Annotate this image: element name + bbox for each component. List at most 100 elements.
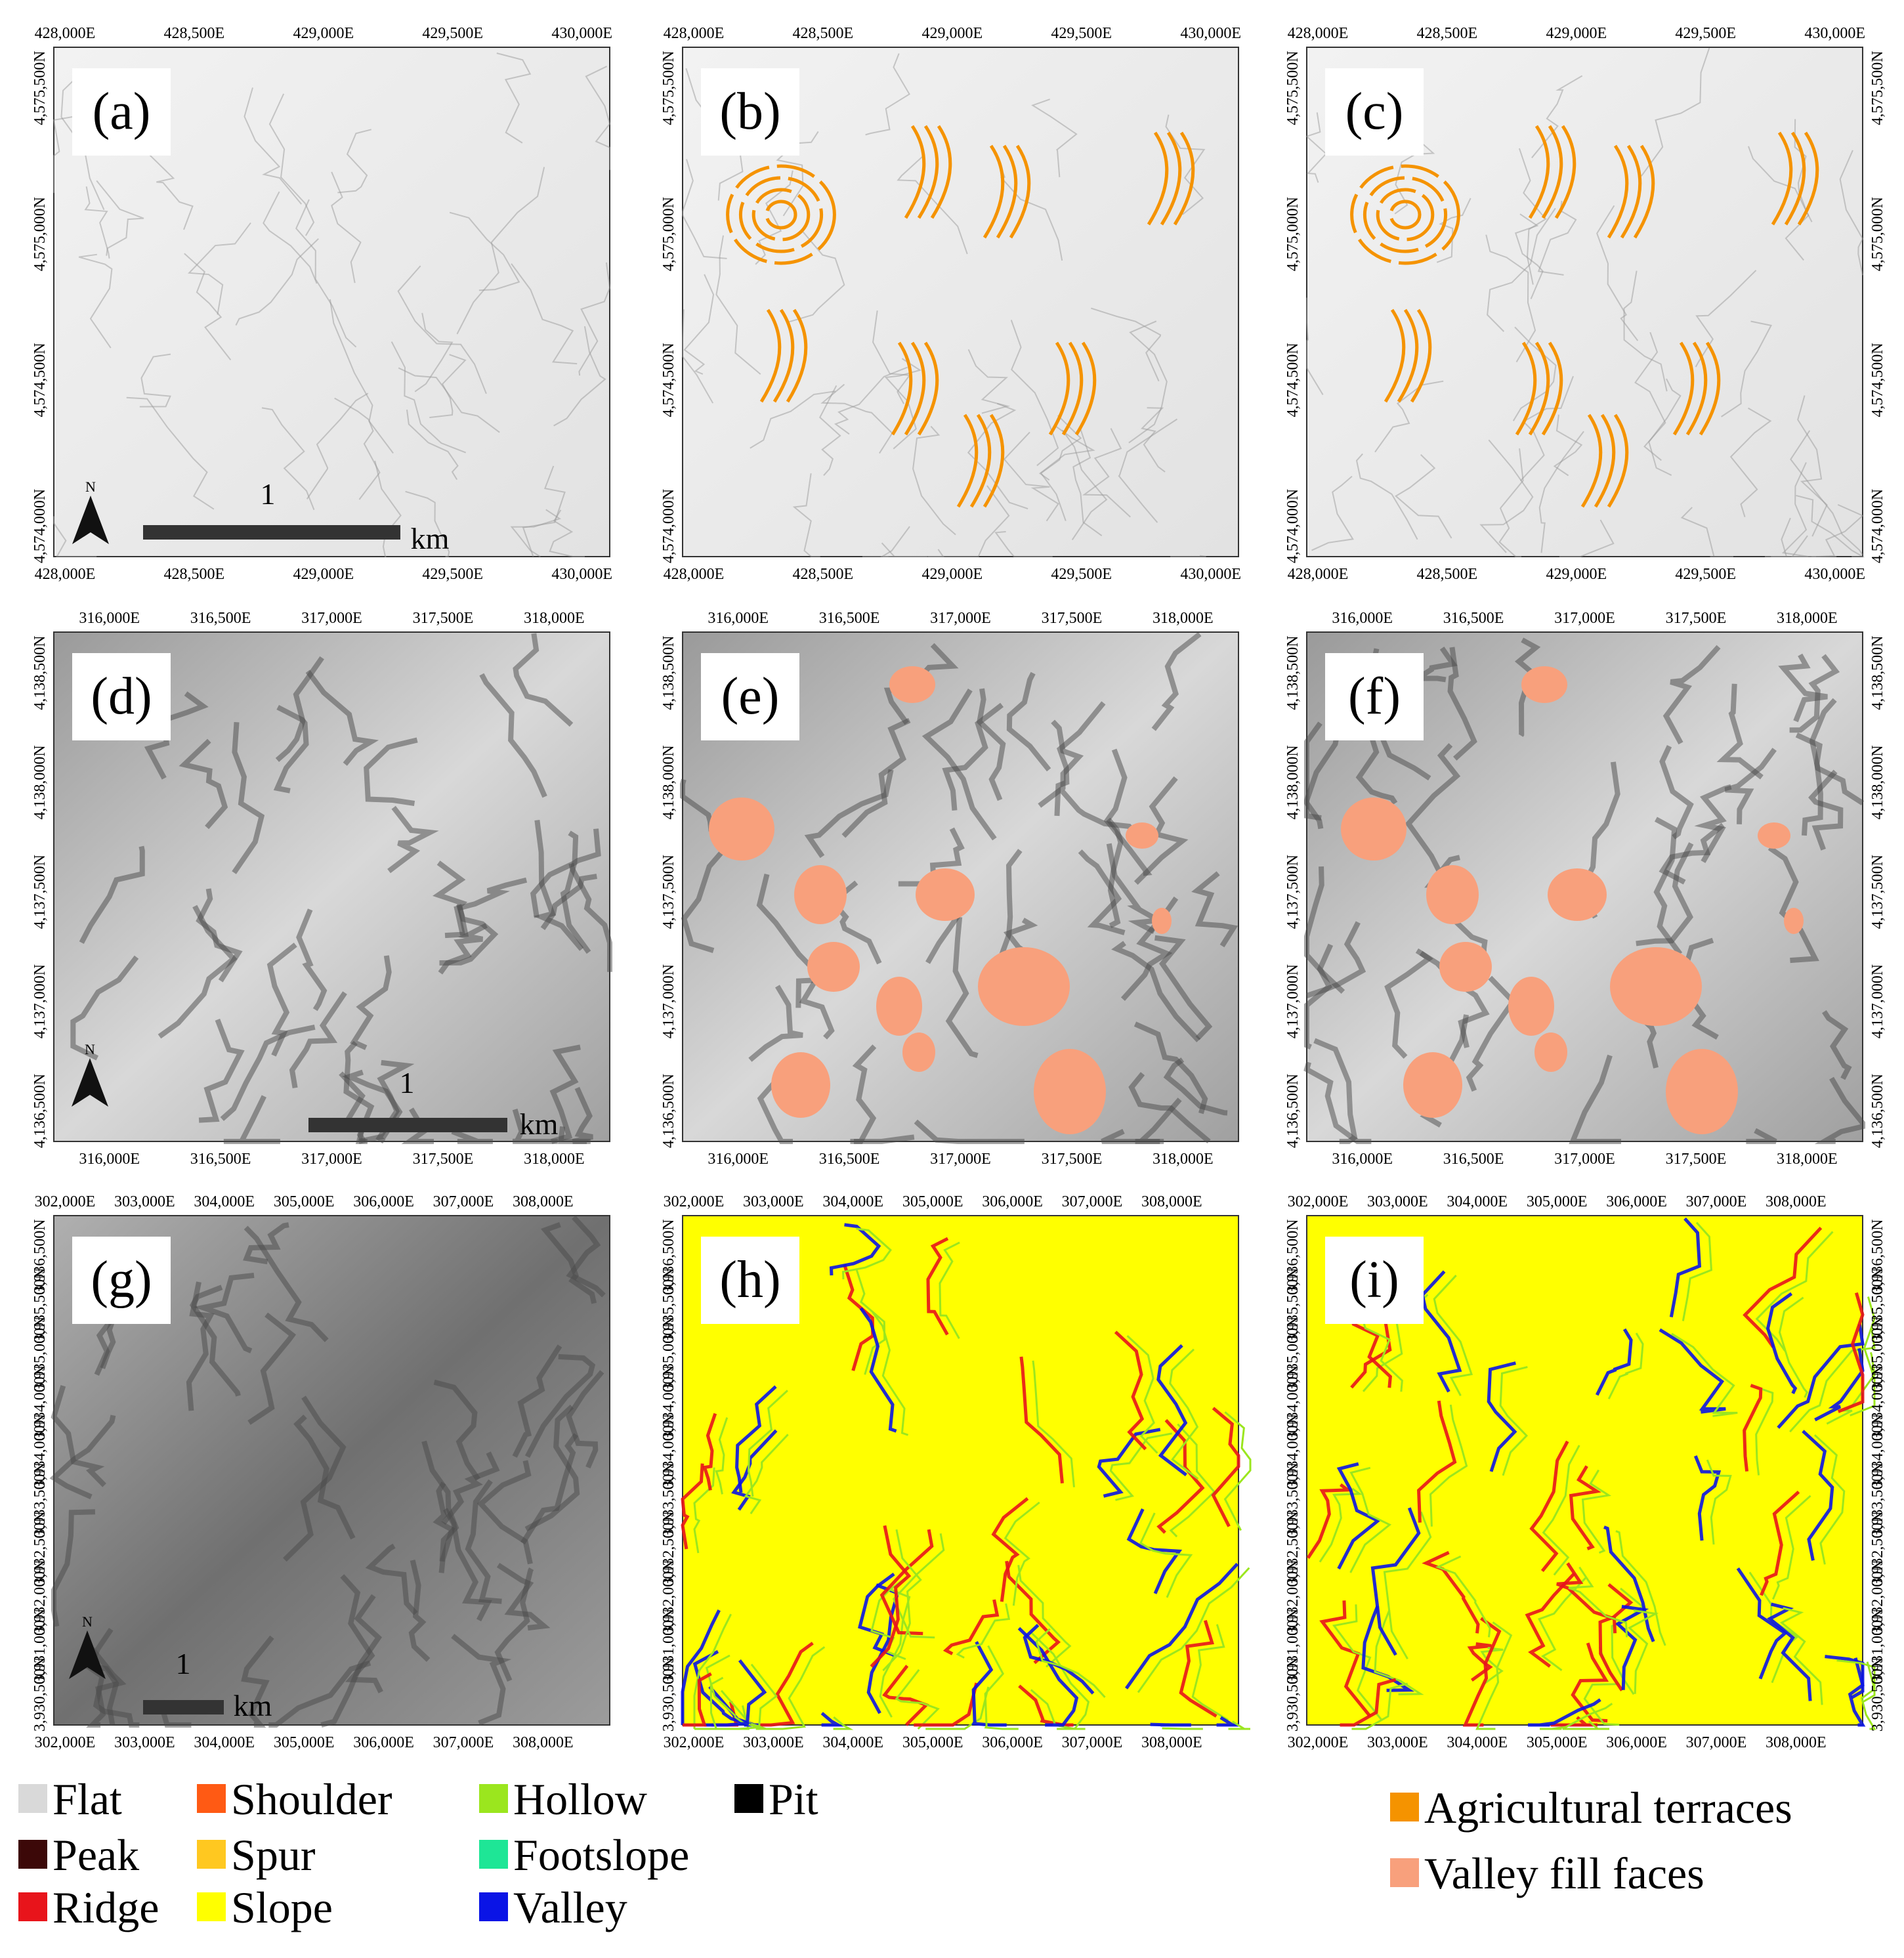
terrain-line <box>1405 743 1461 880</box>
valley-fill <box>1784 908 1804 934</box>
terrace <box>1173 131 1195 226</box>
legend-swatch <box>197 1784 226 1813</box>
terrace <box>1061 341 1084 436</box>
terrain-line <box>914 1682 979 1727</box>
x-tick-label: 317,500E <box>1666 1151 1727 1168</box>
x-tick-label: 316,000E <box>1332 610 1393 627</box>
x-tick-label: 302,000E <box>664 1734 725 1751</box>
terrain-line <box>715 1417 729 1495</box>
y-tick-label: 3,935,500N <box>1284 1268 1301 1342</box>
terrain-line <box>870 1525 912 1668</box>
terrain-line <box>1525 1572 1576 1668</box>
terrain-line <box>1170 555 1206 557</box>
terrain-line <box>829 1223 881 1276</box>
terrain-line <box>1091 307 1162 382</box>
terrain-line <box>1336 1462 1381 1570</box>
terrain-line <box>494 1567 534 1682</box>
terrain-line <box>266 943 297 1057</box>
terrain-line <box>683 1672 712 1727</box>
x-tick-label: 306,000E <box>1606 1734 1667 1751</box>
terrain-line <box>914 1119 1025 1144</box>
terrain-line <box>1659 745 1694 840</box>
terrain-line <box>524 1353 596 1458</box>
terrain-line <box>1648 378 1682 476</box>
terrain-line <box>882 549 944 557</box>
y-tick-label: 4,575,500N <box>1869 51 1886 125</box>
terrace <box>1607 144 1629 239</box>
terrain-line <box>1394 138 1435 215</box>
terrain-line <box>681 1609 721 1725</box>
y-tick-label: 3,930,500N <box>1284 1657 1301 1732</box>
terrain-line <box>1777 1324 1865 1429</box>
x-tick-label: 318,000E <box>524 610 585 627</box>
terrace <box>969 414 992 508</box>
terrace <box>1554 125 1576 219</box>
y-tick-label: 4,575,000N <box>660 197 677 271</box>
terrain-line <box>1623 270 1668 392</box>
valley-fill <box>794 865 847 924</box>
terrain-line <box>1156 1418 1205 1534</box>
terrain-line <box>340 1574 383 1693</box>
terrain-line <box>1125 1562 1239 1690</box>
terrain-line <box>223 1095 280 1144</box>
terrain-line <box>456 167 545 335</box>
x-tick-label: 317,000E <box>301 610 362 627</box>
x-tick-label: 304,000E <box>822 1734 883 1751</box>
y-tick-label: 4,575,000N <box>1869 197 1886 271</box>
terrain-line <box>1128 1072 1211 1144</box>
x-tick-label: 316,500E <box>1443 610 1504 627</box>
terrain-line <box>1729 407 1772 518</box>
terrain-line <box>78 253 113 349</box>
legend-swatch <box>479 1892 508 1921</box>
x-tick-label: 302,000E <box>35 1193 96 1210</box>
terrain-line <box>1133 1021 1208 1115</box>
terrain-line <box>1191 1624 1229 1721</box>
y-tick-label: 3,935,000N <box>1284 1317 1301 1391</box>
north-label: N <box>85 479 96 495</box>
terrain-line <box>421 1440 459 1562</box>
terrain-line <box>188 222 251 315</box>
terrain-line <box>1191 871 1238 948</box>
terrain-line <box>293 1415 356 1540</box>
terrain-line <box>263 191 318 284</box>
x-tick-label: 316,500E <box>819 1151 880 1168</box>
y-tick-label: 3,934,000N <box>1284 1365 1301 1439</box>
terrain-line <box>365 1543 418 1615</box>
terrain-line <box>1553 414 1583 477</box>
terrain-line <box>682 159 727 259</box>
terrain-line <box>1106 843 1167 934</box>
terrain-line <box>49 1415 116 1500</box>
valley-fill <box>902 1032 935 1072</box>
terrace <box>1699 341 1721 436</box>
y-tick-label: 4,575,500N <box>32 51 49 125</box>
x-tick-label: 304,000E <box>1447 1734 1508 1751</box>
terrace <box>1580 414 1603 508</box>
terrain-line <box>1671 1332 1738 1417</box>
terrace <box>1389 200 1422 230</box>
terrain-line <box>967 349 1010 414</box>
terrain-line <box>186 1281 215 1411</box>
x-tick-label: 304,000E <box>194 1193 255 1210</box>
legend-label: Valley <box>513 1883 627 1932</box>
north-label: N <box>82 1613 93 1630</box>
terrain-line <box>1332 1604 1383 1721</box>
terrain-line <box>1662 645 1721 745</box>
terrain-line <box>1395 454 1452 539</box>
panel-label-box <box>701 653 799 740</box>
terrain-line <box>1101 1128 1160 1144</box>
y-tick-label: 4,575,000N <box>1284 197 1301 271</box>
x-tick-label: 430,000E <box>1180 25 1241 42</box>
terrain-line <box>1109 1432 1173 1501</box>
terrain-line <box>451 1129 493 1144</box>
terrain-line <box>306 393 369 500</box>
terrain-line <box>744 1434 789 1514</box>
terrain-line <box>1538 431 1584 553</box>
y-tick-label: 4,137,000N <box>660 964 677 1038</box>
terrain-line <box>1031 98 1078 177</box>
y-tick-label: 4,575,500N <box>1284 51 1301 125</box>
terrain-line <box>1349 1466 1392 1573</box>
y-tick-label: 3,930,500N <box>1869 1657 1886 1732</box>
terrain-line <box>1303 1061 1372 1144</box>
terrace <box>1384 309 1406 403</box>
north-arrow <box>72 496 109 544</box>
